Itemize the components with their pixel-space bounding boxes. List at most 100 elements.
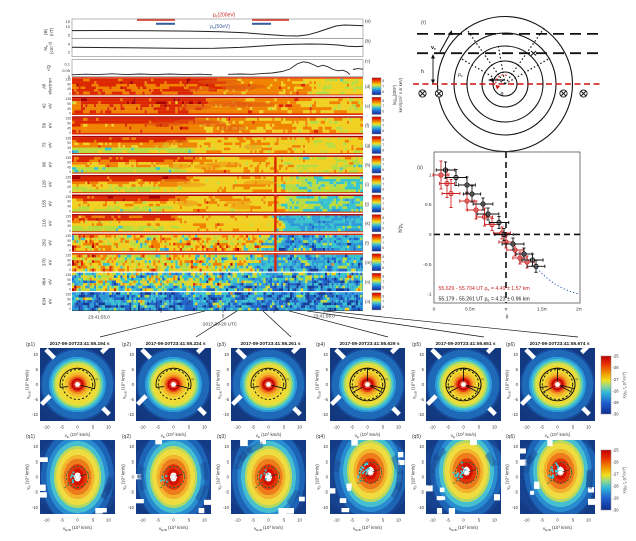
- svg-text:(k): (k): [365, 221, 371, 226]
- svg-text:vB (103 km/s): vB (103 km/s): [314, 464, 322, 490]
- svg-text:-5: -5: [514, 397, 518, 402]
- svg-text:(c): (c): [365, 59, 371, 64]
- svg-text:5: 5: [478, 518, 481, 523]
- svg-text:0: 0: [516, 382, 519, 387]
- svg-text:eV: eV: [48, 122, 53, 129]
- svg-text:-5: -5: [34, 490, 38, 495]
- svg-text:√Q: √Q: [46, 65, 51, 72]
- svg-text:(q1): (q1): [26, 434, 35, 440]
- svg-text:6: 6: [382, 305, 384, 309]
- svg-text:0: 0: [69, 92, 71, 96]
- svg-text:-5: -5: [420, 490, 424, 495]
- svg-text:-5: -5: [60, 518, 64, 523]
- svg-text:8: 8: [382, 197, 384, 201]
- svg-text:log10(DEF): log10(DEF): [392, 84, 398, 105]
- svg-text:(g): (g): [365, 143, 371, 148]
- svg-text:0: 0: [556, 425, 559, 430]
- svg-text:135: 135: [65, 97, 71, 101]
- svg-text:-28: -28: [613, 484, 620, 489]
- svg-text:v: v: [477, 467, 479, 471]
- svg-text:0: 0: [69, 131, 71, 135]
- svg-text:10: 10: [202, 518, 207, 523]
- svg-text:vExB (103 km/s): vExB (103 km/s): [449, 525, 478, 533]
- svg-text:10: 10: [129, 352, 134, 357]
- svg-text:(p6): (p6): [506, 342, 515, 348]
- svg-text:0: 0: [69, 190, 71, 194]
- svg-text:vExB (103 km/s): vExB (103 km/s): [24, 370, 32, 399]
- svg-text:-27: -27: [613, 472, 620, 477]
- svg-text:90: 90: [67, 278, 71, 282]
- svg-text:0: 0: [69, 288, 71, 292]
- svg-text:vExB (103 km/s): vExB (103 km/s): [353, 525, 382, 533]
- svg-text:-5: -5: [225, 490, 229, 495]
- svg-text:7: 7: [382, 182, 384, 186]
- svg-text:-10: -10: [223, 412, 230, 417]
- svg-text:0: 0: [68, 74, 71, 79]
- svg-text:-0.5: -0.5: [423, 262, 432, 268]
- svg-text:-5: -5: [251, 425, 255, 430]
- svg-text:0: 0: [267, 425, 270, 430]
- svg-text:-10: -10: [128, 412, 135, 417]
- svg-text:135: 135: [65, 117, 71, 121]
- svg-text:vE (103 km/s): vE (103 km/s): [545, 432, 571, 440]
- svg-text:135: 135: [65, 156, 71, 160]
- svg-text:5: 5: [188, 425, 191, 430]
- svg-text:45: 45: [67, 283, 71, 287]
- svg-text:(a): (a): [365, 19, 371, 24]
- svg-text:-5: -5: [130, 490, 134, 495]
- svg-text:10: 10: [323, 352, 328, 357]
- svg-text:45: 45: [67, 87, 71, 91]
- svg-text:90: 90: [67, 82, 71, 86]
- svg-text:v: v: [571, 467, 573, 471]
- svg-text:-10: -10: [333, 518, 340, 523]
- svg-text:(b): (b): [365, 39, 371, 44]
- svg-text:0: 0: [326, 475, 329, 480]
- svg-text:6: 6: [382, 90, 384, 94]
- svg-text:8: 8: [382, 216, 384, 220]
- svg-text:-10: -10: [139, 518, 146, 523]
- svg-text:6: 6: [382, 227, 384, 231]
- svg-text:73: 73: [42, 142, 47, 148]
- svg-text:5: 5: [422, 459, 425, 464]
- svg-text:-5: -5: [446, 425, 450, 430]
- svg-text:(cm-3): (cm-3): [48, 42, 55, 55]
- svg-text:5: 5: [516, 367, 519, 372]
- svg-text:log10 fe (s3/cm6): log10 fe (s3/cm6): [621, 371, 628, 398]
- svg-text:6: 6: [382, 285, 384, 289]
- svg-text:5: 5: [478, 425, 481, 430]
- svg-text:ve: ve: [431, 45, 436, 51]
- svg-text:2π: 2π: [576, 307, 583, 313]
- svg-text:7: 7: [382, 300, 384, 304]
- svg-text:(q6): (q6): [506, 434, 515, 440]
- svg-text:8: 8: [382, 118, 384, 122]
- svg-text:135: 135: [65, 293, 71, 297]
- svg-text:55.179 - 55.261 UT ρe = 4.23 ±: 55.179 - 55.261 UT ρe = 4.23 ± 0.96 km: [439, 297, 530, 303]
- svg-text:0.05: 0.05: [62, 68, 71, 73]
- svg-text:vE (103 km/s): vE (103 km/s): [256, 432, 282, 440]
- svg-text:-10: -10: [234, 425, 241, 430]
- svg-text:(nT): (nT): [49, 27, 54, 36]
- svg-text:-10: -10: [32, 505, 39, 510]
- svg-text:5: 5: [516, 459, 519, 464]
- svg-text:0.1: 0.1: [64, 62, 70, 67]
- svg-text:7: 7: [382, 260, 384, 264]
- svg-text:-5: -5: [225, 397, 229, 402]
- svg-text:-5: -5: [324, 397, 328, 402]
- svg-text:10: 10: [106, 518, 111, 523]
- svg-text:10: 10: [297, 425, 302, 430]
- svg-text:45: 45: [67, 165, 71, 169]
- svg-text:vExB (103 km/s): vExB (103 km/s): [254, 525, 283, 533]
- svg-text:-10: -10: [322, 412, 329, 417]
- svg-text:0: 0: [267, 518, 270, 523]
- svg-text:2: 2: [68, 49, 71, 54]
- svg-text:log10 fe (s3/cm6): log10 fe (s3/cm6): [621, 466, 628, 493]
- svg-text:-10: -10: [234, 518, 241, 523]
- svg-text:0: 0: [132, 382, 135, 387]
- svg-text:eV: eV: [48, 278, 53, 285]
- svg-text:vB (103 km/s): vB (103 km/s): [24, 464, 32, 490]
- svg-text:10: 10: [419, 352, 424, 357]
- svg-text:-26: -26: [613, 365, 620, 370]
- svg-text:(n): (n): [365, 280, 371, 285]
- svg-text:ρc: ρc: [458, 72, 463, 78]
- svg-text:5: 5: [36, 367, 39, 372]
